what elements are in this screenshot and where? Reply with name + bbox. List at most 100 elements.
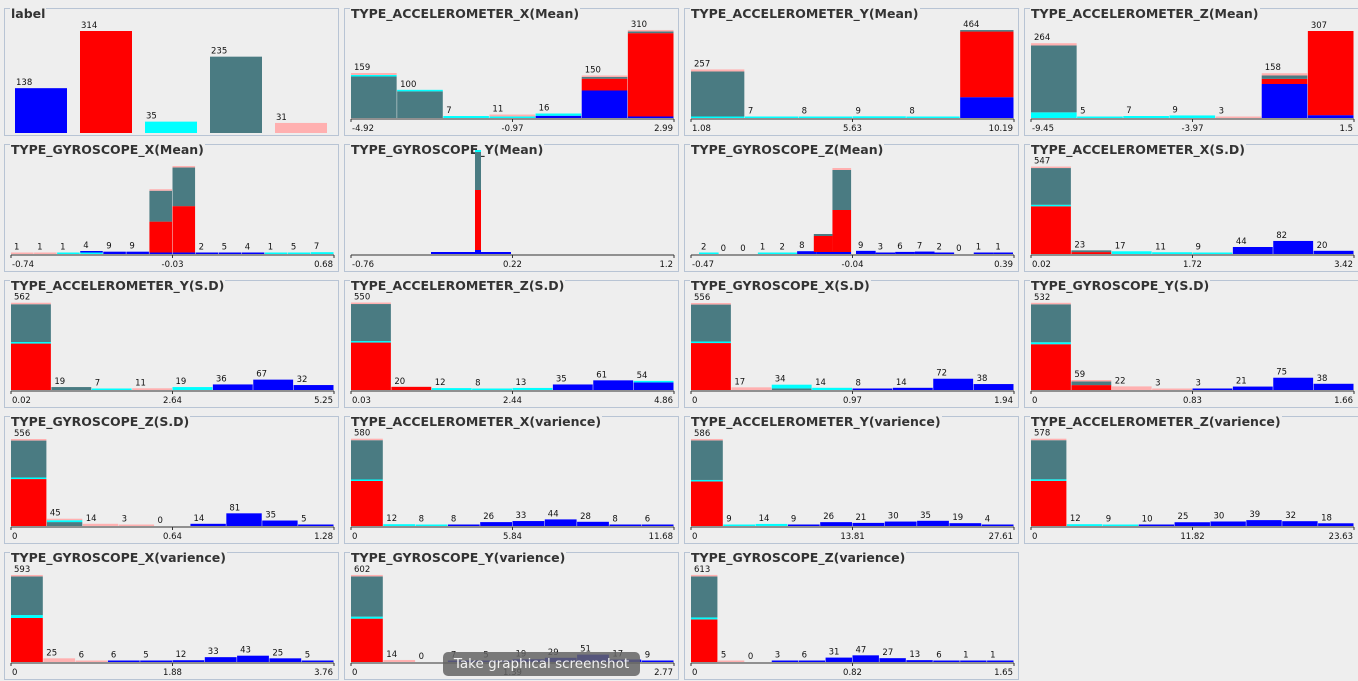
x-tick-label: 13.81 [840, 532, 864, 542]
bar-count-label: 264 [1034, 33, 1050, 43]
histogram-panel[interactable]: TYPE_ACCELEROMETER_X(varience) 0 5.84 11.68… [344, 414, 679, 544]
bar-segment [475, 152, 481, 190]
histogram-panel[interactable]: TYPE_ACCELEROMETER_X(Mean) -4.92 -0.97 2.99… [344, 6, 679, 136]
screenshot-toast[interactable]: Take graphical screenshot [443, 652, 640, 676]
histogram-panel[interactable]: TYPE_ACCELEROMETER_Y(Mean) 1.08 5.63 10.19 2… [684, 6, 1019, 136]
histogram-panel[interactable]: TYPE_GYROSCOPE_X(varience) 0 1.88 3.76 593 25… [4, 550, 339, 680]
histogram-bar [993, 252, 1013, 254]
bar-segment [544, 519, 577, 526]
bar-segment [351, 438, 383, 441]
x-tick-label: -9.45 [1032, 124, 1054, 134]
bar-segment [212, 384, 253, 390]
panel-title: TYPE_ACCELEROMETER_Z(Mean) [1030, 6, 1260, 21]
x-tick-label: 5.63 [843, 124, 862, 134]
x-tick-label: -0.03 [162, 260, 184, 270]
bar-count-label: 1 [995, 243, 1000, 253]
bar-segment [1031, 166, 1071, 169]
histogram-panel[interactable]: TYPE_GYROSCOPE_Z(S.D) 0 0.64 1.28 556 45 14 3 0 1… [4, 414, 339, 544]
bar-count-label: 31 [829, 648, 840, 658]
bar-segment [132, 388, 172, 390]
histogram-panel[interactable]: TYPE_GYROSCOPE_X(Mean) -0.74 -0.03 0.68 1 1 1 4… [4, 142, 339, 272]
x-tick-label: 0 [12, 668, 17, 678]
bar-count-label: 5 [301, 515, 306, 525]
bar-count-label: 33 [208, 647, 219, 657]
bar-count-label: 6 [645, 515, 650, 525]
bar-count-label: 61 [596, 370, 607, 380]
bar-segment [149, 189, 172, 191]
bar-count-label: 2 [701, 243, 706, 253]
bar-count-label: 8 [419, 515, 424, 525]
histogram-panel[interactable]: TYPE_GYROSCOPE_Z(Mean) -0.47 -0.04 0.39 2 0 0 1… [684, 142, 1019, 272]
bar-count-label: 82 [1276, 231, 1287, 241]
bar-count-label: 257 [694, 59, 710, 69]
bar-count-label: 14 [759, 514, 770, 524]
bar-segment [11, 343, 51, 390]
bar-count-label: 38 [977, 374, 988, 384]
bar-count-label: 0 [956, 244, 961, 254]
bar-segment [820, 522, 852, 526]
bar-segment [253, 379, 294, 390]
histogram-panel[interactable]: TYPE_ACCELEROMETER_Z(S.D) 0.03 2.44 4.86 550… [344, 278, 679, 408]
histogram-panel[interactable]: TYPE_GYROSCOPE_X(S.D) 0 0.97 1.94 556 17 34 14 8… [684, 278, 1019, 408]
x-tick-label: 1.2 [659, 260, 673, 270]
histogram-panel[interactable]: TYPE_ACCELEROMETER_X(S.D) 0.02 1.72 3.42 547… [1024, 142, 1358, 272]
histogram-panel[interactable]: TYPE_ACCELEROMETER_Z(Mean) -9.45 -3.97 1.5 2… [1024, 6, 1358, 136]
panel-title: TYPE_ACCELEROMETER_X(varience) [350, 414, 603, 429]
bar-segment [118, 524, 155, 526]
bar-count-label: 14 [86, 514, 97, 524]
histogram-panel[interactable]: TYPE_ACCELEROMETER_Z(varience) 0 11.82 23.6… [1024, 414, 1358, 544]
bar-count-label: 8 [856, 379, 861, 389]
bar-segment [443, 116, 489, 118]
bar-segment [981, 524, 1014, 526]
bar-count-label: 9 [791, 515, 796, 525]
bar-count-label: 12 [176, 650, 187, 660]
bar-count-label: 0 [419, 652, 424, 662]
x-tick-label: -0.04 [842, 260, 864, 270]
bar-segment [172, 206, 196, 253]
bar-segment [293, 385, 334, 390]
bar-segment [852, 116, 906, 118]
bar-count-label: 556 [14, 429, 30, 439]
bar-count-label: 26 [823, 512, 834, 522]
bar-segment [172, 660, 205, 662]
bar-segment [351, 341, 391, 343]
panel-title: TYPE_ACCELEROMETER_Y(S.D) [10, 278, 226, 293]
bar-segment [879, 658, 906, 662]
x-tick-label: 3.76 [314, 668, 333, 678]
bar-segment [1210, 521, 1246, 526]
histogram-panel[interactable]: TYPE_ACCELEROMETER_Y(S.D) 0.02 2.64 5.25 562… [4, 278, 339, 408]
bar-count-label: 7 [748, 107, 753, 117]
bar-segment [46, 522, 83, 526]
bar-segment [691, 303, 731, 305]
histogram-panel[interactable]: TYPE_GYROSCOPE_Y(Mean) -0.76 0.22 1.2 [344, 142, 679, 272]
bar-segment [577, 521, 609, 526]
bar-count-label: 0 [158, 516, 163, 526]
class-bar [275, 122, 327, 133]
bar-count-label: 72 [936, 369, 947, 379]
bar-count-label: 9 [1196, 243, 1201, 253]
bar-count-label: 0 [748, 652, 753, 662]
bar-segment [351, 481, 383, 526]
bar-segment [43, 658, 76, 662]
histogram-panel[interactable]: label 138 314 35 235 31 [4, 6, 339, 136]
bar-segment [771, 384, 812, 389]
bar-count-label: 67 [256, 370, 267, 380]
histogram-panel[interactable]: TYPE_ACCELEROMETER_Y(varience) 0 13.81 27.6… [684, 414, 1019, 544]
x-tick-label: 2.77 [654, 668, 673, 678]
bar-segment [960, 30, 1014, 32]
bar-count-label: 21 [1236, 377, 1247, 387]
x-tick-label: 0 [352, 532, 357, 542]
bar-segment [75, 660, 108, 662]
bar-segment [107, 660, 140, 662]
bar-segment [832, 170, 852, 210]
bar-count-label: 51 [580, 645, 591, 655]
bar-segment [310, 252, 334, 254]
bar-segment [472, 388, 512, 390]
bar-count-label: 1 [14, 243, 19, 253]
histogram-plot: -4.92 -0.97 2.99 159 100 7 11 16 150 310 [350, 20, 675, 134]
bar-segment [1123, 116, 1169, 118]
bar-segment [609, 524, 642, 526]
bar-count-label: 3 [1219, 107, 1224, 117]
histogram-panel[interactable]: TYPE_GYROSCOPE_Z(varience) 0 0.82 1.65 613 5 0… [684, 550, 1019, 680]
histogram-panel[interactable]: TYPE_GYROSCOPE_Y(S.D) 0 0.83 1.66 532 59 22 3 3 2… [1024, 278, 1358, 408]
